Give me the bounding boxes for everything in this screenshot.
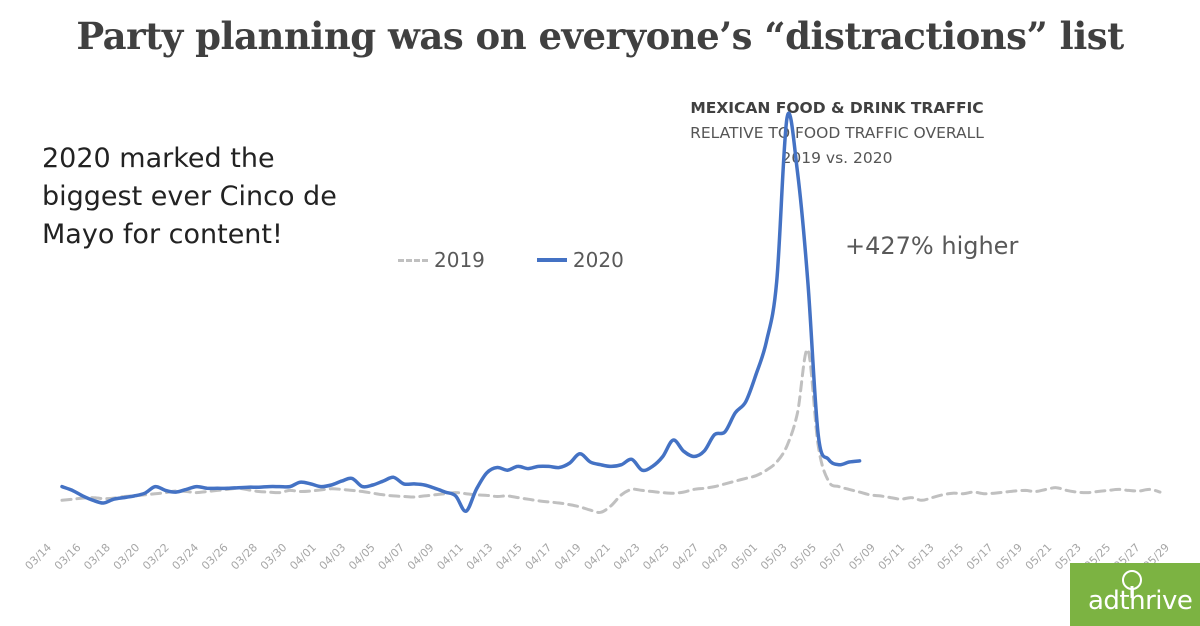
x-tick-label: 04/23: [611, 541, 643, 573]
series-lines: [60, 111, 1162, 514]
legend-swatch-2019: [398, 258, 428, 262]
series-line-2019: [60, 348, 1162, 514]
x-tick-label: 04/13: [464, 541, 496, 573]
x-tick-label: 05/15: [935, 541, 967, 573]
x-tick-label: 04/01: [287, 541, 319, 573]
chart-title-block: MEXICAN FOOD & DRINK TRAFFIC RELATIVE TO…: [637, 96, 1037, 171]
x-tick-label: 05/17: [964, 541, 996, 573]
legend-label-2019: 2019: [434, 248, 485, 272]
x-tick-label: 04/17: [523, 541, 555, 573]
legend-swatch-2020: [536, 258, 567, 262]
x-tick-label: 05/03: [758, 541, 790, 573]
legend-item-2019: 2019: [398, 248, 485, 272]
x-tick-label: 05/09: [846, 541, 878, 573]
legend-label-2020: 2020: [572, 248, 624, 272]
x-tick-label: 04/05: [346, 541, 378, 573]
x-tick-label: 04/15: [493, 541, 525, 573]
headline: Party planning was on everyone’s “distra…: [76, 14, 1124, 58]
chart-subtitle: RELATIVE TO FOOD TRAFFIC OVERALL: [690, 124, 984, 142]
x-tick-label: 05/11: [876, 541, 908, 573]
x-tick-label: 05/05: [787, 541, 819, 573]
x-tick-label: 05/13: [905, 541, 937, 573]
x-tick-label: 05/21: [1023, 541, 1055, 573]
x-tick-label: 03/22: [140, 541, 172, 573]
adthrive-logo: [1070, 563, 1200, 626]
legend-item-2020: 2020: [536, 248, 624, 272]
x-tick-label: 05/07: [817, 541, 849, 573]
x-tick-label: 04/29: [699, 541, 731, 573]
x-tick-label: 03/18: [81, 541, 113, 573]
x-tick-label: 03/24: [170, 541, 202, 573]
x-tick-label: 03/14: [23, 541, 55, 573]
callout-text: 2020 marked the biggest ever Cinco de Ma…: [42, 143, 337, 250]
series-line-2020: [60, 111, 862, 513]
chart-title: MEXICAN FOOD & DRINK TRAFFIC: [690, 99, 984, 117]
tree-icon: [1122, 570, 1142, 598]
logo-text: adthrive: [1088, 586, 1193, 616]
x-tick-label: 03/30: [258, 541, 290, 573]
x-tick-label: 04/25: [640, 541, 672, 573]
legend: 2019 2020: [398, 248, 676, 272]
x-tick-label: 05/19: [993, 541, 1025, 573]
x-tick-label: 05/01: [729, 541, 761, 573]
x-tick-label: 04/11: [434, 541, 466, 573]
x-tick-label: 04/19: [552, 541, 584, 573]
x-tick-label: 04/09: [405, 541, 437, 573]
x-tick-label: 04/27: [670, 541, 702, 573]
x-tick-label: 04/07: [376, 541, 408, 573]
x-tick-label: 03/20: [111, 541, 143, 573]
x-tick-label: 03/28: [228, 541, 260, 573]
chart-subtitle-years: 2019 vs. 2020: [781, 149, 893, 167]
x-axis-ticks: 03/1403/1603/1803/2003/2203/2403/2603/28…: [23, 541, 1173, 573]
x-tick-label: 04/03: [317, 541, 349, 573]
x-tick-label: 03/16: [52, 541, 84, 573]
x-tick-label: 03/26: [199, 541, 231, 573]
x-tick-label: 04/21: [582, 541, 614, 573]
peak-annotation: +427% higher: [845, 232, 1019, 260]
